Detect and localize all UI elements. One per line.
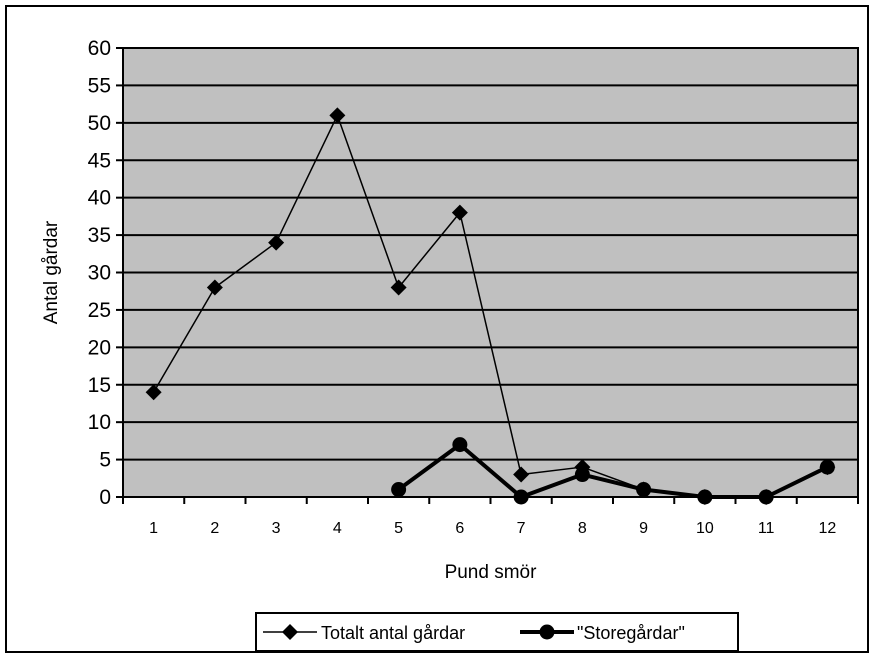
x-axis-title: Pund smör	[445, 562, 538, 583]
data-point-circle	[452, 437, 468, 453]
legend-label-storegardar: "Storegårdar"	[577, 623, 685, 643]
series-group	[145, 107, 836, 505]
y-tick-label: 55	[88, 74, 111, 97]
x-tick-label: 10	[696, 520, 714, 537]
data-point-circle	[819, 459, 835, 475]
y-tick-label: 10	[88, 411, 111, 434]
y-tick-label: 40	[88, 187, 111, 210]
data-point-circle	[513, 489, 529, 505]
x-tick-label: 1	[149, 520, 158, 537]
data-point-circle	[391, 482, 407, 498]
x-tick-label: 5	[394, 520, 403, 537]
x-tick-label: 11	[758, 520, 775, 537]
data-point-circle	[758, 489, 774, 505]
y-tick-label: 5	[99, 449, 111, 472]
data-point-diamond	[329, 107, 346, 124]
series-line	[397, 442, 829, 499]
y-tick-label: 25	[88, 299, 111, 322]
legend-label-total: Totalt antal gårdar	[321, 623, 465, 643]
y-tick-label: 0	[99, 486, 111, 509]
x-tick-label: 12	[818, 520, 836, 537]
x-tick-label: 8	[578, 520, 587, 537]
x-tick-label: 7	[517, 520, 526, 537]
x-tick-label: 9	[639, 520, 648, 537]
data-point-circle	[697, 489, 713, 505]
y-tick-label: 20	[88, 336, 111, 359]
x-tick-label: 4	[333, 520, 342, 537]
legend-marker-diamond	[282, 624, 298, 640]
y-tick-label: 35	[88, 224, 111, 247]
legend-box	[255, 612, 739, 652]
data-point-diamond	[206, 279, 223, 296]
y-tick-label: 60	[88, 37, 111, 60]
y-tick-label: 45	[88, 149, 111, 172]
y-tick-label: 30	[88, 262, 111, 285]
data-point-diamond	[268, 234, 285, 251]
data-point-diamond	[390, 279, 407, 296]
data-point-diamond	[451, 204, 468, 221]
data-point-diamond	[145, 384, 162, 401]
gridlines	[123, 47, 858, 461]
y-axis-title: Antal gårdar	[41, 220, 62, 324]
series-storegardar	[391, 437, 835, 505]
x-tick-label: 2	[210, 520, 219, 537]
y-tick-label: 15	[88, 374, 111, 397]
data-point-circle	[574, 467, 590, 483]
x-tick-label: 3	[272, 520, 281, 537]
y-tick-label: 50	[88, 112, 111, 135]
x-tick-label: 6	[455, 520, 464, 537]
data-point-diamond	[513, 466, 530, 483]
legend: Totalt antal gårdar "Storegårdar"	[255, 612, 739, 652]
y-axis-ticks: 0 5 10 15 20 25 30 35 40 45 50 55 60	[88, 37, 123, 509]
x-axis-ticks: 1 2 3 4 5 6 7 8 9 10 11 12	[122, 497, 859, 537]
legend-marker-circle	[539, 624, 555, 640]
data-point-circle	[636, 482, 652, 498]
